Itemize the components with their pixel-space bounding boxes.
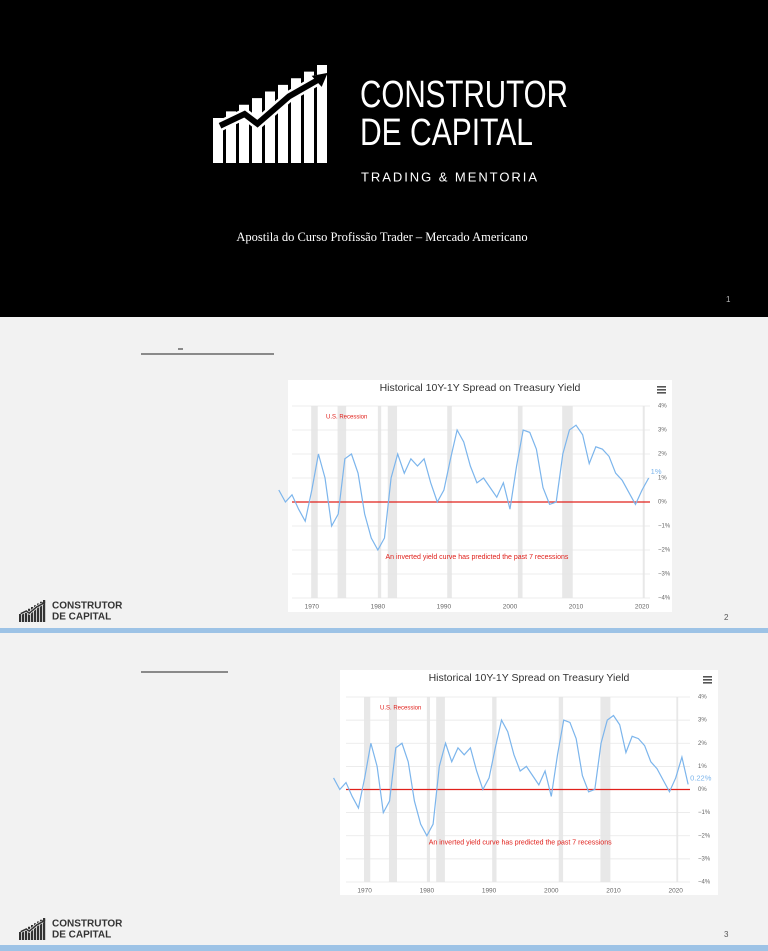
- end-label: 1%: [651, 467, 662, 476]
- logo-bar: [252, 98, 262, 163]
- y-tick-label: 3%: [698, 718, 707, 724]
- logo-name: CONSTRUTOR: [52, 601, 123, 612]
- annotation: An inverted yield curve has predicted th…: [385, 554, 568, 561]
- logo-bar: [37, 603, 40, 622]
- y-tick-label: 1%: [698, 764, 707, 770]
- logo-bar: [40, 919, 43, 940]
- slide-divider: [0, 945, 768, 951]
- y-tick-label: 2%: [698, 741, 707, 747]
- menu-icon: [703, 676, 712, 678]
- x-tick-label: 2000: [503, 604, 518, 611]
- logo-bar: [278, 84, 288, 163]
- logo-bar: [22, 930, 25, 940]
- logo-bar: [28, 608, 31, 622]
- y-tick-label: −2%: [698, 833, 711, 839]
- logo-bar: [37, 921, 40, 940]
- y-tick-label: 2%: [658, 452, 667, 458]
- x-tick-label: 2010: [606, 888, 621, 895]
- logo-arrowhead: [41, 919, 46, 924]
- annotation: An inverted yield curve has predicted th…: [429, 840, 612, 847]
- menu-icon: [703, 682, 712, 684]
- y-tick-label: 0%: [658, 500, 667, 506]
- y-tick-label: 4%: [658, 404, 667, 410]
- logo-name: DE CAPITAL: [52, 612, 111, 623]
- x-tick-label: 2020: [668, 888, 683, 895]
- logo-arrowhead: [41, 601, 46, 606]
- y-tick-label: −1%: [658, 524, 671, 530]
- spread-line: [333, 714, 689, 838]
- logo-arrowhead: [311, 72, 328, 87]
- y-tick-label: −2%: [658, 548, 671, 554]
- y-tick-label: −4%: [658, 596, 671, 602]
- logo-name: CONSTRUTOR: [52, 919, 123, 930]
- logo-bar: [304, 71, 314, 163]
- logo-arrow: [218, 77, 320, 129]
- logo-bar: [34, 923, 37, 940]
- logo-bar: [28, 926, 31, 940]
- logo-bar: [34, 605, 37, 622]
- y-tick-label: −1%: [698, 810, 711, 816]
- recession-label: U.S. Recession: [380, 706, 421, 712]
- logo-bar: [25, 928, 28, 940]
- logo-arrow: [20, 602, 44, 615]
- logo-bar: [25, 610, 28, 622]
- logo-bar: [43, 918, 46, 940]
- end-label: 0.22%: [690, 773, 712, 782]
- logo-bar: [239, 104, 249, 163]
- logo-bar: [291, 78, 301, 163]
- x-tick-label: 2010: [569, 604, 584, 611]
- x-tick-label: 1980: [420, 888, 435, 895]
- logo-bar: [40, 601, 43, 622]
- logo-name: DE CAPITAL: [360, 112, 533, 154]
- y-tick-label: −3%: [698, 856, 711, 862]
- logo-bar: [31, 607, 34, 622]
- logo-bar: [43, 600, 46, 622]
- slide-1-bg: [0, 0, 768, 317]
- logo-arrow: [20, 920, 44, 933]
- chart-frame: [288, 380, 672, 612]
- y-tick-label: 3%: [658, 428, 667, 434]
- page-number: 2: [724, 613, 729, 622]
- page-number: 1: [726, 295, 731, 304]
- y-tick-label: −3%: [658, 572, 671, 578]
- slide-divider: [0, 628, 768, 633]
- y-tick-label: 0%: [698, 787, 707, 793]
- x-tick-label: 1990: [437, 604, 452, 611]
- logo-bar: [317, 65, 327, 163]
- y-tick-label: 4%: [698, 695, 707, 701]
- y-tick-label: −4%: [698, 880, 711, 886]
- logo-bar: [31, 925, 34, 940]
- logo-bar: [265, 91, 275, 163]
- y-tick-label: 1%: [658, 476, 667, 482]
- menu-icon: [657, 386, 666, 388]
- logo-bar: [22, 612, 25, 622]
- recession-label: U.S. Recession: [326, 415, 367, 421]
- menu-icon: [703, 679, 712, 681]
- logo-bar: [213, 118, 223, 163]
- logo-tagline: TRADING & MENTORIA: [361, 169, 537, 184]
- logo-bar: [19, 932, 22, 940]
- x-tick-label: 2020: [635, 604, 650, 611]
- x-tick-label: 2000: [544, 888, 559, 895]
- menu-icon: [657, 389, 666, 391]
- logo-bar: [226, 111, 236, 163]
- x-tick-label: 1990: [482, 888, 497, 895]
- logo-name: DE CAPITAL: [52, 930, 111, 941]
- x-tick-label: 1980: [371, 604, 386, 611]
- page-number: 3: [724, 930, 729, 939]
- subtitle: Apostila do Curso Profissão Trader – Mer…: [236, 230, 527, 244]
- menu-icon: [657, 392, 666, 394]
- chart-frame: [340, 670, 718, 895]
- chart-title: Historical 10Y-1Y Spread on Treasury Yie…: [429, 672, 630, 684]
- chart-title: Historical 10Y-1Y Spread on Treasury Yie…: [380, 382, 581, 394]
- logo-name: CONSTRUTOR: [360, 74, 568, 116]
- x-tick-label: 1970: [305, 604, 320, 611]
- x-tick-label: 1970: [357, 888, 372, 895]
- spread-line: [278, 424, 650, 552]
- logo-bar: [19, 614, 22, 622]
